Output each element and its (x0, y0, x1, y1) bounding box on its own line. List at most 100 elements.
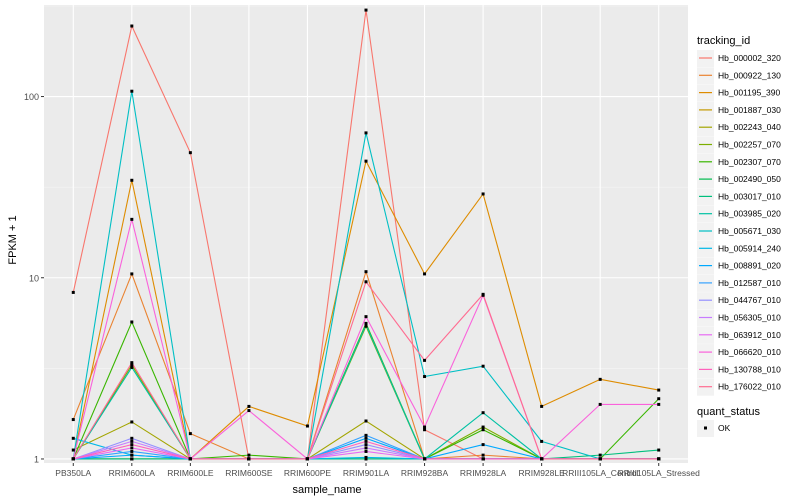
data-point (364, 280, 368, 284)
data-point (598, 457, 602, 461)
data-point (364, 419, 368, 423)
legend-item: Hb_003017_010 (697, 188, 781, 206)
data-point (71, 418, 75, 422)
legend-item: Hb_000002_320 (697, 50, 781, 67)
x-tick-label: RRIM928LA (460, 468, 507, 478)
data-point (657, 457, 661, 461)
x-tick-label: RRIM928BA (401, 468, 449, 478)
data-point (305, 424, 309, 428)
data-point (130, 320, 134, 324)
data-point (364, 433, 368, 437)
x-tick-label: RRIM600LE (167, 468, 214, 478)
data-point (71, 290, 75, 294)
legend-item: Hb_005671_030 (697, 223, 781, 240)
data-point (130, 420, 134, 424)
data-point (130, 457, 134, 461)
legend-label: Hb_002257_070 (718, 140, 781, 150)
grid-lines (44, 5, 688, 463)
data-point (364, 457, 368, 461)
data-point (305, 457, 309, 461)
data-point (540, 457, 544, 461)
legend-item: Hb_002490_050 (697, 171, 781, 189)
legend-label: Hb_012587_010 (718, 278, 781, 288)
legend-label: Hb_001195_390 (718, 88, 781, 98)
data-point (188, 457, 192, 461)
data-point (481, 411, 485, 415)
data-point (71, 457, 75, 461)
data-point (423, 358, 427, 362)
legend2-item: OK (697, 420, 731, 437)
data-point (130, 453, 134, 457)
data-points (71, 8, 661, 461)
legend-label: Hb_005671_030 (718, 226, 781, 236)
x-tick-label: RRIM901LA (343, 468, 390, 478)
data-point (481, 364, 485, 368)
legend-item: Hb_003985_020 (697, 205, 781, 223)
legend-label: Hb_002490_050 (718, 174, 781, 184)
x-tick-label: RRIM600PE (284, 468, 332, 478)
x-tick-label: RRIII105LA_Control (562, 468, 638, 478)
data-point (481, 428, 485, 432)
legend-label: Hb_005914_240 (718, 243, 781, 253)
legend-item: Hb_000922_130 (697, 67, 781, 85)
data-point (71, 436, 75, 440)
x-tick-label: RRIII105LA_Stressed (618, 468, 700, 478)
legend-item: Hb_012587_010 (697, 274, 781, 292)
legend-item: Hb_002257_070 (697, 136, 781, 154)
legend2-title: quant_status (697, 406, 760, 418)
legend-item: Hb_001887_030 (697, 101, 781, 119)
data-point (364, 8, 368, 12)
data-point (657, 397, 661, 401)
legend-item: Hb_002307_070 (697, 153, 781, 171)
legend-label: Hb_000002_320 (718, 53, 781, 63)
legend-label: Hb_176022_010 (718, 382, 781, 392)
legend-label: Hb_066620_010 (718, 347, 781, 357)
data-point (247, 453, 251, 457)
data-point (540, 404, 544, 408)
data-point (130, 446, 134, 450)
data-point (364, 131, 368, 135)
x-axis-title: sample_name (292, 484, 361, 496)
x-tick-label: PB350LA (55, 468, 91, 478)
legend-item: Hb_005914_240 (697, 240, 781, 258)
data-point (481, 292, 485, 296)
data-point (364, 159, 368, 163)
legend-item: Hb_130788_010 (697, 361, 781, 379)
data-point (657, 448, 661, 452)
data-point (130, 361, 134, 365)
data-point (364, 439, 368, 443)
legend-label: Hb_002307_070 (718, 157, 781, 167)
data-point (423, 428, 427, 432)
data-point (540, 439, 544, 443)
data-point (364, 443, 368, 447)
data-point (657, 402, 661, 406)
x-tick-label: RRIM928LE (518, 468, 565, 478)
legend-item: Hb_056305_010 (697, 309, 781, 327)
data-point (364, 455, 368, 459)
legend-item: Hb_063912_010 (697, 326, 781, 344)
legend-label: Hb_002243_040 (718, 122, 781, 132)
data-point (364, 315, 368, 319)
legend: tracking_id Hb_000002_320 Hb_000922_130 Hb… (697, 35, 781, 437)
legend-title: tracking_id (697, 35, 750, 47)
data-point (364, 270, 368, 274)
legend-label: Hb_008891_020 (718, 261, 781, 271)
data-point (598, 377, 602, 381)
data-point (481, 453, 485, 457)
data-point (364, 323, 368, 327)
legend-item: Hb_001195_390 (697, 84, 781, 102)
legend-label: Hb_001887_030 (718, 105, 781, 115)
data-point (130, 436, 134, 440)
data-point (423, 425, 427, 429)
data-point (130, 89, 134, 93)
legend-item: Hb_002243_040 (697, 119, 781, 137)
legend-label: Hb_063912_010 (718, 330, 781, 340)
data-point (130, 24, 134, 28)
x-tick-label: RRIM600LA (109, 468, 156, 478)
data-point (130, 217, 134, 221)
data-point (188, 432, 192, 436)
legend2-label: OK (718, 423, 731, 433)
data-point (657, 388, 661, 392)
y-tick-label: 1 (34, 454, 39, 464)
